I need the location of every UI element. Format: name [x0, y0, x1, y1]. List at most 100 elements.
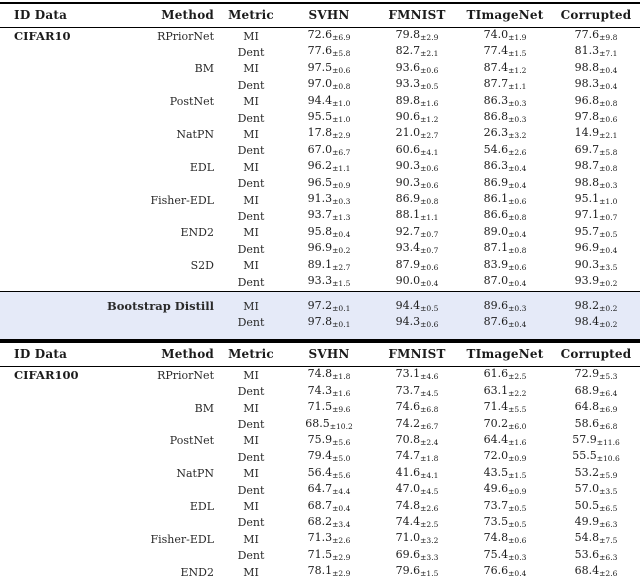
value-stddev: ±1.5	[508, 470, 527, 480]
value-cell: 93.3±0.5	[376, 77, 458, 93]
value-mean: 87.6	[483, 314, 509, 328]
value-stddev: ±0.2	[332, 246, 351, 256]
id-data-label	[0, 94, 148, 110]
metric-label: Dent	[237, 483, 265, 497]
value-mean: 96.9	[307, 241, 333, 255]
id-data-label	[0, 176, 148, 192]
value-stddev: ±2.1	[420, 49, 439, 59]
value-cell: 97.1±0.7	[552, 208, 640, 224]
value-mean: 97.5	[307, 60, 333, 74]
value-cell: 97.2±0.1	[282, 290, 376, 315]
value-stddev: ±4.1	[420, 147, 439, 157]
value-stddev: ±0.5	[508, 519, 527, 529]
id-data-label	[0, 274, 148, 291]
column-header-timagenet: TImageNet	[458, 3, 552, 28]
value-mean: 78.1	[307, 564, 333, 576]
data-row: S2D MI 89.1±2.7 87.9±0.6 83.9±0.6 90.3±3.5	[0, 258, 640, 274]
id-data-label	[0, 44, 148, 60]
value-cell: 97.8±0.1	[282, 314, 376, 342]
id-data-label	[0, 433, 148, 449]
header-row: ID Data Method Metric SVHN FMNIST TImageNet Co…	[0, 3, 640, 28]
value-cell: 77.6±9.8	[552, 28, 640, 45]
value-mean: 79.6	[395, 564, 421, 576]
value-stddev: ±0.4	[508, 180, 527, 190]
value-stddev: ±5.6	[332, 437, 351, 447]
value-stddev: ±2.6	[420, 503, 439, 513]
value-stddev: ±0.4	[599, 82, 618, 92]
value-cell: 95.1±1.0	[552, 192, 640, 208]
value-mean: 89.1	[307, 257, 333, 271]
value-mean: 68.4	[574, 564, 600, 576]
value-cell: 64.4±1.6	[458, 433, 552, 449]
value-cell: 56.4±5.6	[282, 466, 376, 482]
id-data-label	[0, 159, 148, 175]
value-cell: 94.3±0.6	[376, 314, 458, 342]
method-label: END2	[180, 565, 214, 576]
value-stddev: ±0.3	[508, 303, 527, 313]
value-stddev: ±0.7	[420, 246, 439, 256]
data-row: Dent 68.5±10.2 74.2±6.7 70.2±6.0 58.6±6.8	[0, 417, 640, 433]
value-mean: 86.9	[483, 175, 509, 189]
value-stddev: ±0.9	[332, 180, 351, 190]
method-label	[148, 241, 220, 257]
value-stddev: ±5.3	[599, 372, 618, 382]
method-label: BM	[194, 401, 214, 415]
value-cell: 74.2±6.7	[376, 417, 458, 433]
value-cell: 68.5±10.2	[282, 417, 376, 433]
value-cell: 86.3±0.4	[458, 159, 552, 175]
column-header-metric: Metric	[220, 342, 282, 368]
method-label	[148, 208, 220, 224]
value-stddev: ±0.5	[599, 229, 618, 239]
value-cell: 54.6±2.6	[458, 143, 552, 159]
id-data-label	[0, 417, 148, 433]
value-cell: 73.7±4.5	[376, 384, 458, 400]
value-cell: 49.9±6.3	[552, 515, 640, 531]
value-stddev: ±1.2	[508, 65, 527, 75]
metric-label: MI	[243, 62, 259, 76]
value-mean: 90.3	[574, 257, 600, 271]
column-header-id-data: ID Data	[0, 342, 148, 368]
value-mean: 74.3	[307, 383, 333, 397]
value-mean: 74.8	[307, 367, 333, 381]
value-mean: 94.3	[395, 314, 421, 328]
metric-label: MI	[243, 259, 259, 273]
value-mean: 93.4	[395, 241, 421, 255]
value-cell: 90.3±3.5	[552, 258, 640, 274]
data-row: CIFAR10 RPriorNet MI 72.6±6.9 79.8±2.9 74.0±1…	[0, 28, 640, 45]
value-stddev: ±2.9	[420, 33, 439, 42]
value-cell: 87.9±0.6	[376, 258, 458, 274]
method-label: RPriorNet	[157, 29, 214, 43]
column-header-svhn: SVHN	[282, 342, 376, 368]
value-cell: 97.8±0.6	[552, 110, 640, 126]
data-row: Dent 93.7±1.3 88.1±1.1 86.6±0.8 97.1±0.7	[0, 208, 640, 224]
value-mean: 77.4	[483, 44, 509, 58]
value-stddev: ±0.8	[599, 164, 618, 174]
value-stddev: ±2.5	[420, 519, 439, 529]
value-mean: 53.6	[574, 547, 600, 561]
metric-label: Dent	[237, 111, 265, 125]
value-cell: 86.9±0.4	[458, 176, 552, 192]
value-cell: 94.4±1.0	[282, 94, 376, 110]
value-mean: 74.4	[395, 514, 421, 528]
metric-label: MI	[243, 160, 259, 174]
value-mean: 71.0	[395, 531, 421, 545]
value-stddev: ±2.9	[332, 569, 351, 576]
value-mean: 87.0	[483, 274, 509, 288]
value-cell: 86.6±0.8	[458, 208, 552, 224]
value-mean: 73.7	[483, 498, 509, 512]
method-label: EDL	[189, 160, 214, 174]
id-data-label	[0, 400, 148, 416]
value-mean: 64.7	[307, 482, 333, 496]
value-cell: 78.1±2.9	[282, 564, 376, 576]
value-stddev: ±0.1	[332, 319, 351, 329]
value-cell: 96.2±1.1	[282, 159, 376, 175]
value-stddev: ±10.6	[596, 454, 620, 464]
value-cell: 88.1±1.1	[376, 208, 458, 224]
value-stddev: ±4.5	[420, 487, 439, 497]
column-header-corrupted: Corrupted	[552, 3, 640, 28]
data-row: NatPN MI 17.8±2.9 21.0±2.7 26.3±3.2 14.9±2.1	[0, 126, 640, 142]
value-mean: 89.6	[483, 298, 509, 312]
value-cell: 79.4±5.0	[282, 449, 376, 465]
value-stddev: ±0.6	[420, 180, 439, 190]
id-data-label	[0, 192, 148, 208]
